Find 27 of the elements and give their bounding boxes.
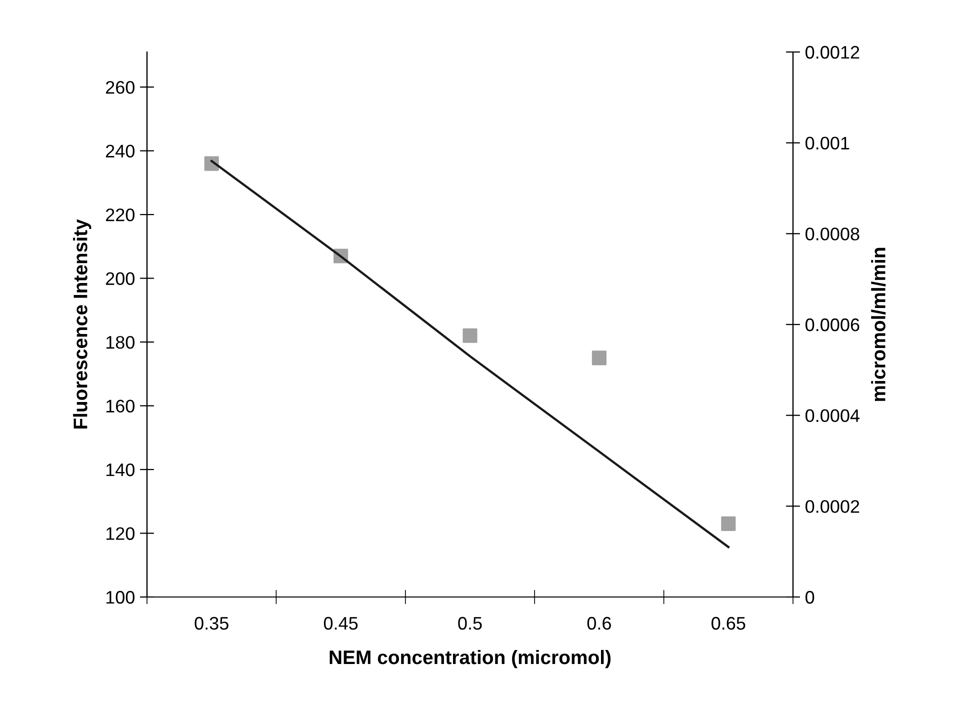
y-tick-label: 260	[106, 80, 134, 94]
y-axis-title: Fluorescence Intensity	[73, 219, 92, 429]
y-tick-label: 180	[106, 336, 134, 349]
y2-tick-label: 0	[806, 590, 814, 604]
y2-tick-label: 0.0002	[806, 500, 860, 513]
y-tick-label: 120	[106, 527, 134, 540]
point	[592, 350, 606, 366]
y2-tick-label: 0.0012	[806, 46, 860, 59]
y-tick-label: 220	[106, 208, 134, 222]
x-tick-label: 0.35	[194, 616, 228, 630]
y-tick-label: 100	[106, 590, 134, 604]
y2-tick-label: 0.001	[806, 136, 850, 150]
y2-tick-label: 0.0006	[806, 318, 860, 332]
y2-tick-label: 0.0004	[806, 409, 860, 422]
x-axis-title: NEM concentration (micromol)	[330, 650, 611, 668]
x-tick-label: 0.5	[458, 616, 482, 630]
y-tick-label: 200	[106, 272, 134, 286]
y2-axis-title: micromol/ml/min	[871, 248, 886, 402]
y-tick-label: 240	[106, 144, 134, 158]
x-tick-label: 0.45	[324, 616, 358, 630]
point	[462, 328, 478, 343]
x-tick-label: 0.65	[712, 616, 746, 630]
y-tick-label: 140	[106, 463, 134, 476]
point	[721, 516, 736, 531]
y2-tick-label: 0.0008	[806, 228, 860, 240]
y-tick-label: 160	[106, 400, 134, 412]
x-tick-label: 0.6	[587, 616, 611, 630]
